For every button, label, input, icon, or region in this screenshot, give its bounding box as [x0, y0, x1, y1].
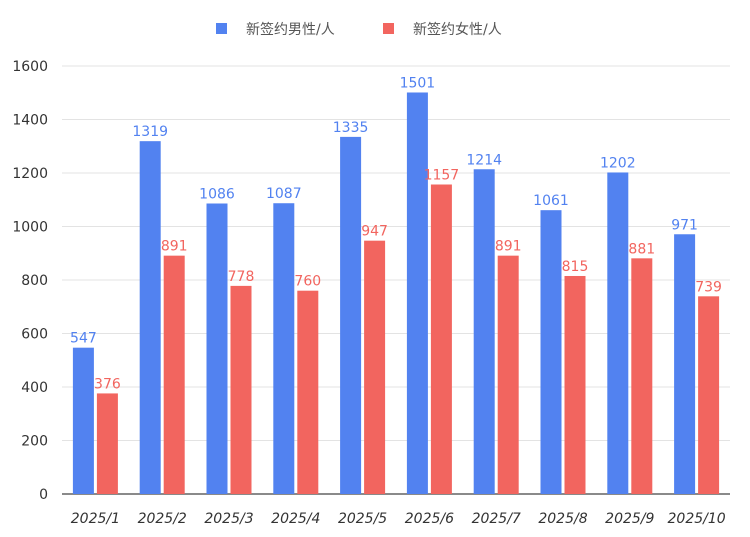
bar-male — [273, 203, 295, 495]
y-tick-label: 1400 — [12, 113, 48, 129]
bar-female — [497, 255, 519, 494]
x-tick-label: 2025/7 — [472, 511, 521, 527]
data-label-female: 1157 — [424, 168, 460, 184]
x-tick-label: 2025/9 — [605, 511, 654, 527]
legend: 新签约男性/人 新签约女性/人 — [216, 21, 502, 38]
bar-male — [607, 172, 629, 494]
data-label-male: 1202 — [600, 155, 636, 171]
data-label-male: 547 — [70, 331, 97, 347]
data-label-male: 1335 — [333, 120, 369, 136]
y-tick-label: 0 — [39, 487, 48, 503]
x-tick-label: 2025/4 — [271, 511, 320, 527]
bar-female — [430, 184, 452, 494]
y-tick-label: 600 — [21, 327, 48, 343]
y-tick-label: 1000 — [12, 220, 48, 236]
data-label-female: 881 — [628, 241, 655, 257]
data-label-female: 760 — [294, 274, 321, 290]
x-tick-label: 2025/5 — [338, 511, 387, 527]
bar-female — [297, 290, 319, 494]
bar-female — [364, 240, 386, 494]
legend-swatch-female — [383, 23, 394, 34]
x-tick-label: 2025/3 — [204, 511, 253, 527]
data-label-male: 1087 — [266, 186, 302, 202]
y-tick-label: 200 — [21, 434, 48, 450]
bar-female — [698, 296, 720, 494]
bar-male — [473, 169, 495, 494]
bar-male — [406, 92, 428, 495]
bar-male — [72, 347, 94, 494]
bar-male — [139, 141, 161, 495]
bar-male — [674, 234, 696, 494]
bar-male — [340, 136, 362, 494]
y-tick-label: 800 — [21, 273, 48, 289]
x-tick-label: 2025/6 — [405, 511, 454, 527]
bar-female — [631, 258, 653, 494]
data-label-female: 739 — [695, 279, 722, 295]
bar-male — [206, 203, 228, 494]
y-tick-label: 1600 — [12, 59, 48, 75]
data-label-female: 815 — [562, 259, 589, 275]
bar-male — [540, 210, 562, 494]
legend-label-male: 新签约男性/人 — [246, 21, 335, 38]
data-label-female: 947 — [361, 224, 388, 240]
data-label-female: 891 — [495, 239, 522, 255]
bar-female — [564, 275, 586, 494]
x-tick-label: 2025/2 — [138, 511, 187, 527]
y-tick-label: 1200 — [12, 166, 48, 182]
legend-label-female: 新签约女性/人 — [413, 21, 502, 38]
x-tick-label: 2025/10 — [668, 511, 726, 527]
bar-female — [163, 255, 185, 494]
y-tick-label: 400 — [21, 380, 48, 396]
x-tick-label: 2025/1 — [71, 511, 120, 527]
data-label-female: 891 — [161, 239, 188, 255]
data-label-male: 971 — [671, 217, 698, 233]
bar-female — [96, 393, 118, 494]
data-label-female: 778 — [228, 269, 255, 285]
x-tick-label: 2025/8 — [538, 511, 587, 527]
legend-swatch-male — [216, 23, 227, 34]
data-label-male: 1501 — [400, 75, 436, 91]
bar-female — [230, 285, 252, 494]
data-label-male: 1061 — [533, 193, 569, 209]
data-label-female: 376 — [94, 376, 121, 392]
data-label-male: 1319 — [132, 124, 168, 140]
data-label-male: 1086 — [199, 186, 235, 202]
data-label-male: 1214 — [466, 152, 502, 168]
